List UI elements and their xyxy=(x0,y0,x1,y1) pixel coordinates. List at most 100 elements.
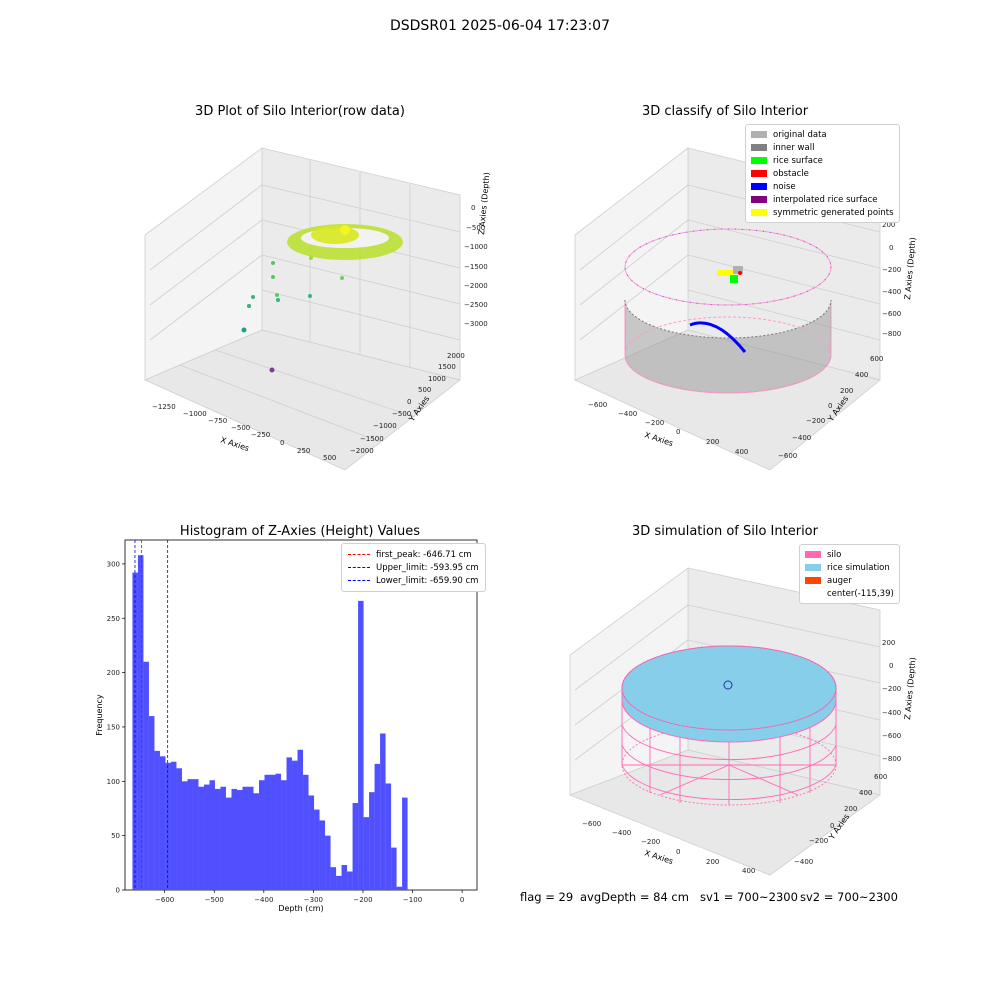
raw-ztick-3: −1500 xyxy=(464,263,488,271)
simulation-xtick-4: 200 xyxy=(706,858,719,866)
histogram-bar xyxy=(225,797,232,890)
histogram-bar xyxy=(347,871,353,890)
y-tick-label: 50 xyxy=(111,832,120,840)
simulation-ytick-4: −200 xyxy=(809,837,828,845)
histogram-bar xyxy=(187,779,193,890)
legend-swatch xyxy=(751,209,767,216)
simulation-ytick-5: −400 xyxy=(794,858,813,866)
raw-ztick-2: −1000 xyxy=(464,243,488,251)
legend-item: first_peak: -646.71 cm xyxy=(348,548,479,561)
classify-ztick-5: −800 xyxy=(882,330,901,338)
classify-xtick-1: −400 xyxy=(618,410,637,418)
histogram-y-label: Frequency xyxy=(95,694,104,736)
histogram-x-label: Depth (cm) xyxy=(278,904,323,913)
legend-label: noise xyxy=(773,181,796,192)
raw-point-cloud xyxy=(241,224,403,373)
legend-label: first_peak: -646.71 cm xyxy=(376,549,472,560)
histogram-bar xyxy=(192,779,199,890)
histogram-bar xyxy=(248,786,254,890)
simulation-ztick-5: −800 xyxy=(882,755,901,763)
classify-3d-axes-box xyxy=(574,147,881,470)
raw-ytick-1: 1500 xyxy=(438,363,456,371)
legend-swatch xyxy=(805,577,821,584)
classify-xtick-4: 200 xyxy=(706,438,719,446)
histogram-bar xyxy=(159,756,166,890)
raw-x-ticks: −1250 −1000 −750 −500 −250 0 250 500 xyxy=(152,403,336,462)
classify-x-label: X Axies xyxy=(643,430,674,448)
histogram-bar xyxy=(236,790,243,890)
simulation-z-label: Z Axies (Depth) xyxy=(903,657,917,720)
histogram-bar xyxy=(363,817,370,890)
legend-item: original data xyxy=(751,128,894,141)
classify-xtick-5: 400 xyxy=(735,448,748,456)
raw-xtick-6: 250 xyxy=(297,447,310,455)
histogram-bar xyxy=(380,733,386,890)
legend-item: obstacle xyxy=(751,167,894,180)
histogram-bar xyxy=(165,762,171,890)
legend-label: rice simulation xyxy=(827,562,890,573)
simulation-xtick-3: 0 xyxy=(676,848,680,856)
raw-xtick-3: −500 xyxy=(231,424,250,432)
legend-item: interpolated rice surface xyxy=(751,193,894,206)
legend-label: symmetric generated points xyxy=(773,207,894,218)
classify-xtick-0: −600 xyxy=(588,401,607,409)
histogram-bar xyxy=(336,875,342,890)
histogram-bar xyxy=(391,847,397,890)
legend-label: original data xyxy=(773,129,827,140)
histogram-bar xyxy=(231,788,237,890)
x-tick-label: −100 xyxy=(403,896,422,904)
legend-swatch xyxy=(805,564,821,571)
histogram-bar xyxy=(352,803,359,890)
histogram-bar xyxy=(308,795,315,890)
histogram-bar xyxy=(286,757,293,890)
raw-y-ticks: 2000 1500 1000 500 0 −500 −1000 −1500 −2… xyxy=(350,352,465,455)
simulation-xtick-5: 400 xyxy=(742,867,755,875)
raw-xtick-4: −250 xyxy=(251,431,270,439)
legend-item: symmetric generated points xyxy=(751,206,894,219)
classify-plot-title: 3D classify of Silo Interior xyxy=(641,104,809,119)
simulation-ztick-0: 200 xyxy=(882,639,895,647)
raw-plot-title: 3D Plot of Silo Interior(row data) xyxy=(195,104,405,119)
sv1-text: sv1 = 700~2300 xyxy=(700,890,798,904)
histogram-bar xyxy=(242,786,249,890)
simulation-center-marker xyxy=(723,680,733,690)
histogram-bar xyxy=(292,760,298,890)
raw-ytick-6: −1000 xyxy=(373,422,397,430)
legend-label: Upper_limit: -593.95 cm xyxy=(376,562,479,573)
simulation-ytick-2: 200 xyxy=(844,805,857,813)
legend-label: auger xyxy=(827,575,852,586)
legend-label: center(-115,39) xyxy=(827,588,894,599)
x-tick-label: −400 xyxy=(254,896,273,904)
simulation-ztick-4: −600 xyxy=(882,732,901,740)
classify-xtick-3: 0 xyxy=(676,428,680,436)
classify-ytick-5: −400 xyxy=(792,434,811,442)
simulation-ytick-1: 400 xyxy=(859,789,872,797)
histogram-legend: first_peak: -646.71 cm Upper_limit: -593… xyxy=(341,543,486,592)
classify-x-ticks: −600 −400 −200 0 200 400 xyxy=(588,401,748,456)
legend-line xyxy=(348,567,370,568)
classify-xtick-2: −200 xyxy=(645,419,664,427)
histogram-bar xyxy=(396,886,403,890)
legend-swatch xyxy=(751,131,767,138)
legend-line xyxy=(348,580,370,581)
histogram-bar xyxy=(358,600,364,890)
legend-item: Lower_limit: -659.90 cm xyxy=(348,574,479,587)
classify-ztick-4: −600 xyxy=(882,310,901,318)
legend-item: silo xyxy=(805,548,894,561)
simulation-plot-title: 3D simulation of Silo Interior xyxy=(632,524,818,539)
x-tick-label: −300 xyxy=(304,896,323,904)
classify-ytick-4: −200 xyxy=(806,417,825,425)
histogram-bar xyxy=(170,761,177,890)
histogram-bar xyxy=(198,786,204,890)
classify-ztick-0: 200 xyxy=(882,221,895,229)
simulation-rice-surface xyxy=(621,645,837,743)
simulation-xtick-0: −600 xyxy=(582,820,601,828)
histogram-bar xyxy=(330,867,337,890)
x-tick-label: −500 xyxy=(205,896,224,904)
raw-z-ticks: 0 −500 −1000 −1500 −2000 −2500 −3000 xyxy=(464,204,488,328)
classify-ztick-2: −200 xyxy=(882,266,901,274)
simulation-ztick-2: −200 xyxy=(882,685,901,693)
raw-ztick-6: −3000 xyxy=(464,320,488,328)
simulation-x-label: X Axies xyxy=(643,848,674,866)
raw-ytick-4: 0 xyxy=(407,398,411,406)
